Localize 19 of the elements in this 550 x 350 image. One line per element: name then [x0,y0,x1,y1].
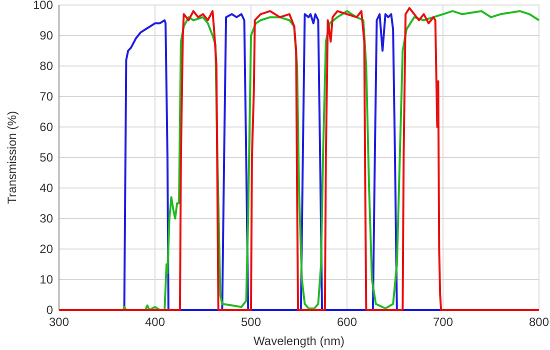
y-tick-label: 0 [46,303,54,317]
y-tick-label: 100 [32,0,54,12]
y-tick-label: 30 [40,212,54,226]
y-tick-label: 40 [40,181,54,195]
x-axis-title: Wavelength (nm) [254,334,344,348]
x-tick-label: 500 [240,315,262,329]
y-tick-label: 90 [40,28,54,42]
y-tick-label: 80 [40,59,54,73]
x-tick-label: 700 [432,315,454,329]
x-tick-label: 300 [48,315,70,329]
x-tick-label: 800 [528,315,550,329]
y-tick-label: 60 [40,120,54,134]
y-tick-label: 50 [40,150,54,164]
x-tick-label: 600 [336,315,358,329]
y-tick-label: 10 [40,272,54,286]
y-tick-label: 70 [40,90,54,104]
x-tick-label: 400 [144,315,166,329]
y-tick-label: 20 [40,242,54,256]
y-axis-title: Transmission (%) [5,111,19,204]
